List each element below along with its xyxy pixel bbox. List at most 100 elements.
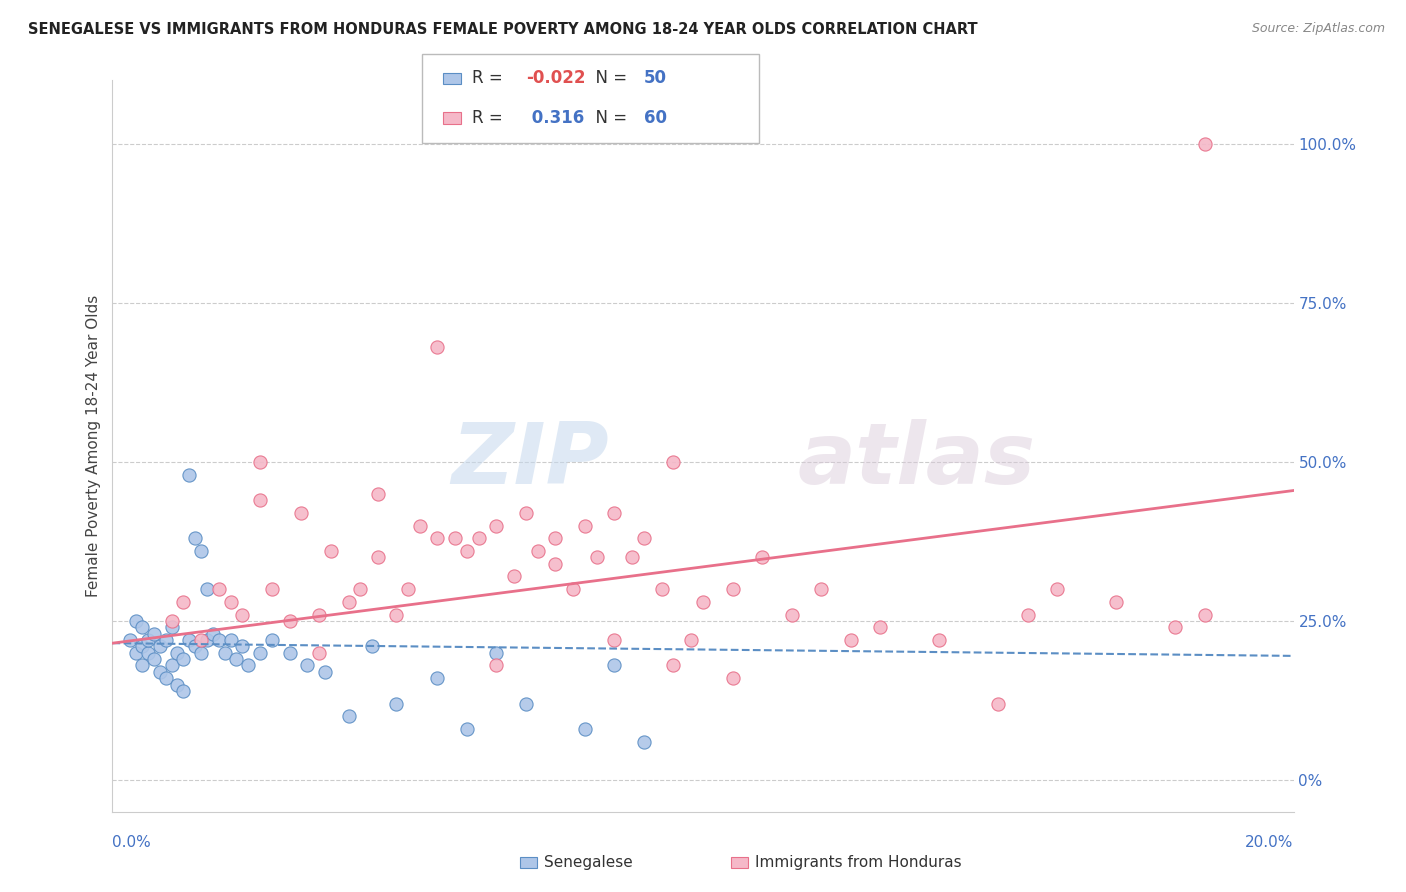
Text: Senegalese: Senegalese — [544, 855, 633, 870]
Y-axis label: Female Poverty Among 18-24 Year Olds: Female Poverty Among 18-24 Year Olds — [86, 295, 101, 597]
Point — [179, 467, 201, 482]
Point — [249, 455, 271, 469]
Point — [190, 632, 212, 647]
Text: ZIP: ZIP — [451, 419, 609, 502]
Point — [751, 550, 773, 565]
Point — [278, 614, 301, 628]
Text: N =: N = — [585, 109, 633, 127]
Point — [515, 697, 537, 711]
Point — [125, 614, 148, 628]
Point — [503, 569, 526, 583]
Point — [149, 640, 172, 654]
Point — [314, 665, 336, 679]
Text: 0.0%: 0.0% — [112, 836, 152, 850]
Text: N =: N = — [585, 70, 633, 87]
Point — [1105, 595, 1128, 609]
Point — [385, 607, 408, 622]
Point — [426, 531, 449, 545]
Point — [456, 722, 478, 736]
Point — [456, 544, 478, 558]
Point — [810, 582, 832, 596]
Text: 0.316: 0.316 — [526, 109, 583, 127]
Point — [367, 486, 389, 500]
Point — [681, 632, 703, 647]
Point — [214, 646, 236, 660]
Point — [621, 550, 644, 565]
Point — [444, 531, 467, 545]
Point — [1194, 136, 1216, 151]
Point — [839, 632, 862, 647]
Point — [120, 632, 142, 647]
Point — [131, 658, 153, 673]
Point — [190, 544, 212, 558]
Point — [190, 646, 212, 660]
Point — [574, 722, 596, 736]
Point — [603, 658, 626, 673]
Point — [260, 632, 283, 647]
Point — [172, 652, 194, 666]
Point — [195, 632, 218, 647]
Point — [928, 632, 950, 647]
Point — [249, 646, 271, 660]
Point — [367, 550, 389, 565]
Point — [585, 550, 607, 565]
Point — [155, 632, 177, 647]
Point — [426, 340, 449, 354]
Point — [160, 658, 183, 673]
Point — [485, 658, 508, 673]
Point — [385, 697, 408, 711]
Text: Immigrants from Honduras: Immigrants from Honduras — [755, 855, 962, 870]
Point — [721, 671, 744, 685]
Point — [721, 582, 744, 596]
Point — [780, 607, 803, 622]
Point — [396, 582, 419, 596]
Point — [155, 671, 177, 685]
Point — [290, 506, 312, 520]
Point — [125, 646, 148, 660]
Point — [515, 506, 537, 520]
Point — [319, 544, 342, 558]
Text: R =: R = — [472, 70, 509, 87]
Point — [651, 582, 673, 596]
Text: 60: 60 — [644, 109, 666, 127]
Point — [297, 658, 319, 673]
Point — [408, 518, 430, 533]
Point — [692, 595, 714, 609]
Point — [869, 620, 891, 634]
Text: SENEGALESE VS IMMIGRANTS FROM HONDURAS FEMALE POVERTY AMONG 18-24 YEAR OLDS CORR: SENEGALESE VS IMMIGRANTS FROM HONDURAS F… — [28, 22, 977, 37]
Point — [1017, 607, 1039, 622]
Point — [544, 531, 567, 545]
Point — [426, 671, 449, 685]
Point — [337, 595, 360, 609]
Point — [231, 640, 253, 654]
Point — [179, 632, 201, 647]
Point — [166, 677, 188, 691]
Point — [526, 544, 548, 558]
Point — [603, 632, 626, 647]
Point — [142, 626, 165, 640]
Point — [574, 518, 596, 533]
Point — [160, 614, 183, 628]
Text: -0.022: -0.022 — [526, 70, 585, 87]
Point — [633, 531, 655, 545]
Point — [544, 557, 567, 571]
Point — [136, 646, 159, 660]
Point — [201, 626, 224, 640]
Point — [172, 684, 194, 698]
Point — [149, 665, 172, 679]
Point — [260, 582, 283, 596]
Point — [219, 595, 242, 609]
Point — [662, 658, 685, 673]
Point — [485, 646, 508, 660]
Point — [208, 582, 231, 596]
Point — [337, 709, 360, 723]
Point — [131, 620, 153, 634]
Point — [485, 518, 508, 533]
Point — [131, 640, 153, 654]
Point — [225, 652, 247, 666]
Point — [166, 646, 188, 660]
Point — [195, 582, 218, 596]
Point — [603, 506, 626, 520]
Point — [184, 531, 207, 545]
Point — [142, 652, 165, 666]
